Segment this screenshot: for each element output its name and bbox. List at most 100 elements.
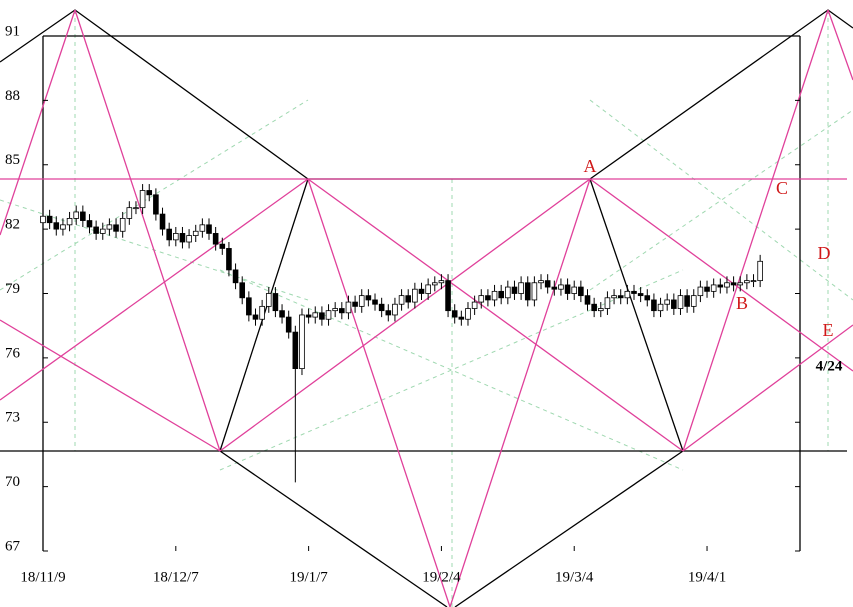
y-tick-label: 82 [5, 217, 20, 233]
candle-body [126, 207, 133, 219]
candle-body [392, 303, 398, 316]
candle-body [724, 282, 730, 288]
annotation: B [736, 293, 748, 313]
candle-body [339, 308, 345, 314]
candle-body [451, 310, 458, 318]
candle-body [179, 233, 186, 243]
candle-body [239, 282, 246, 299]
candle-body [365, 295, 372, 301]
candle-body [578, 286, 584, 297]
candle-body [252, 314, 259, 320]
candle-body [418, 288, 425, 294]
candle-body [246, 297, 252, 316]
geometry-lines [0, 9, 853, 607]
y-tick-label: 70 [5, 474, 20, 490]
candle-body [325, 310, 332, 320]
candle-body [478, 295, 485, 303]
candle-body [206, 224, 212, 234]
candle-body [166, 228, 172, 241]
annotation: C [776, 178, 788, 198]
x-tick-label: 18/11/9 [20, 569, 65, 585]
candle-body [46, 215, 53, 224]
candle-body [690, 295, 697, 307]
candle-body [212, 233, 219, 245]
candle-body [358, 295, 365, 307]
candle-body [405, 295, 412, 303]
candle-body [717, 284, 724, 288]
candle-body [232, 269, 239, 284]
candle-body [564, 284, 571, 294]
candle-body [611, 295, 617, 299]
candle-body [113, 224, 119, 232]
candle-body [378, 303, 385, 312]
candle-body [259, 305, 265, 320]
candle-body [305, 314, 312, 318]
candle-body [597, 308, 604, 312]
candle-body [146, 190, 153, 196]
candle-body [372, 299, 378, 305]
candle-body [737, 282, 744, 286]
candle-body [704, 286, 710, 292]
candle-body [119, 217, 126, 232]
candle-body [584, 295, 591, 305]
candle-body [66, 217, 73, 226]
candle-body [40, 215, 46, 224]
y-tick-label: 73 [5, 410, 20, 426]
candle-body [139, 190, 146, 209]
candle-body [398, 295, 405, 305]
candle-body [664, 299, 670, 305]
candle-body [186, 235, 192, 243]
candle-body [518, 282, 524, 294]
annotation: E [823, 320, 834, 340]
candle-body [86, 220, 93, 228]
candle-body [285, 316, 292, 333]
x-tick-label: 19/4/1 [688, 569, 726, 585]
candle-body [299, 314, 305, 370]
candle-body [697, 286, 704, 297]
candle-body [133, 207, 139, 210]
candle-body [544, 280, 551, 288]
candle-body [445, 280, 451, 312]
annotation: D [818, 243, 831, 263]
candle-body [617, 295, 624, 299]
candle-body [80, 211, 86, 221]
candle-body [319, 312, 325, 320]
candle-body [744, 280, 750, 284]
candle-body [199, 224, 206, 232]
x-tick-label: 19/1/7 [289, 569, 328, 585]
annotation: A [584, 156, 597, 176]
candle-body [431, 282, 438, 286]
candle-body [458, 316, 465, 320]
x-tick-label: 19/2/4 [422, 569, 461, 585]
candle-body [385, 310, 392, 316]
candle-body [558, 284, 564, 290]
candle-body [591, 303, 597, 312]
y-tick-label: 88 [5, 88, 20, 104]
candle-body [710, 284, 717, 292]
candle-body [279, 310, 285, 318]
candle-body [604, 297, 611, 309]
candle-body [511, 286, 518, 294]
candle-body [425, 284, 431, 294]
candle-body [644, 295, 651, 301]
candle-body [730, 282, 737, 286]
candle-body [438, 280, 445, 284]
candle-body [106, 224, 113, 230]
y-tick-label: 91 [5, 23, 20, 39]
x-tick-label: 19/3/4 [555, 569, 594, 585]
candle-body [671, 299, 677, 309]
candle-body [471, 301, 478, 309]
candle-body [332, 308, 338, 312]
y-tick-label: 85 [5, 152, 20, 168]
candle-body [757, 260, 763, 282]
candle-body [265, 293, 272, 307]
candle-body [677, 295, 684, 309]
candle-body [345, 301, 352, 314]
candle-body [485, 295, 491, 301]
candle-body [750, 280, 757, 283]
candle-body [272, 293, 279, 312]
candle-body [292, 331, 299, 370]
candle-body [491, 290, 498, 301]
y-tick-label: 76 [5, 345, 21, 361]
